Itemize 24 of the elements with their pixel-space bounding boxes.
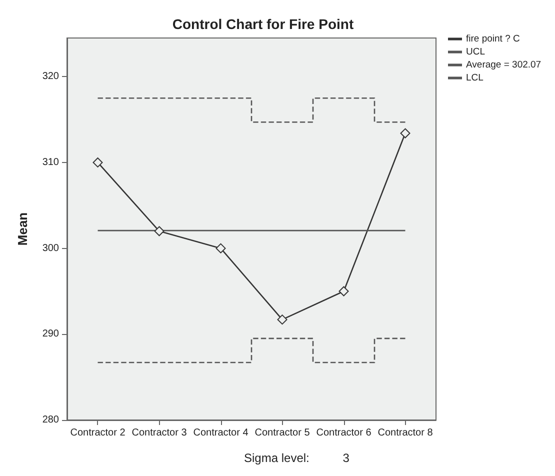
point xyxy=(154,226,164,236)
point xyxy=(92,157,103,168)
point xyxy=(400,128,410,138)
text: Sigma level: 3 xyxy=(244,451,350,465)
legend-label: UCL xyxy=(466,46,486,58)
y-tick-label: 280 xyxy=(42,414,60,426)
chart-title: Control Chart for Fire Point xyxy=(172,16,354,32)
x-tick-label: Contractor 4 xyxy=(193,428,249,438)
point xyxy=(216,243,226,254)
y-tick-label: 300 xyxy=(42,242,60,254)
y-tick-label: 320 xyxy=(42,71,60,82)
legend-label: Average = 302.07 xyxy=(466,60,542,70)
legend-label: fire point ? C xyxy=(466,34,520,44)
y-axis-title: Mean xyxy=(15,212,30,246)
x-tick-label: Contractor 3 xyxy=(132,428,188,438)
point xyxy=(338,286,349,296)
legend-label: LCL xyxy=(466,72,484,84)
x-tick-label: Contractor 5 xyxy=(254,428,310,438)
point xyxy=(277,314,288,325)
x-tick-label: Contractor 2 xyxy=(70,428,126,438)
y-tick-label: 290 xyxy=(42,328,60,340)
x-tick-label: Contractor 8 xyxy=(378,428,434,438)
y-tick-label: 310 xyxy=(42,156,60,168)
x-tick-label: Contractor 6 xyxy=(316,428,372,438)
